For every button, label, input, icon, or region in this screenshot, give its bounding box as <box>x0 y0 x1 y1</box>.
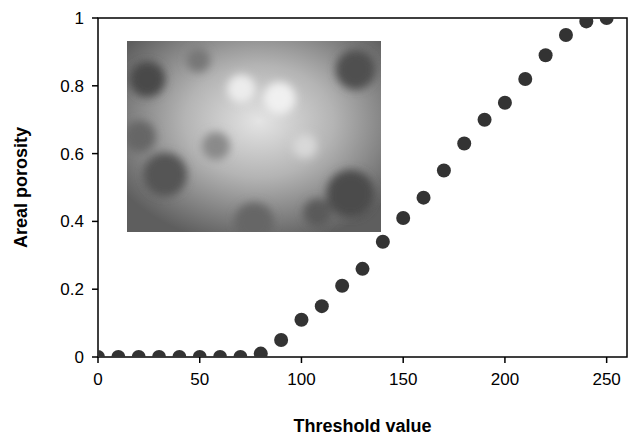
x-tick <box>97 357 99 363</box>
point <box>356 262 370 276</box>
x-tick <box>402 357 404 363</box>
point <box>172 350 186 357</box>
y-tick <box>92 288 98 290</box>
x-tick <box>301 357 303 363</box>
point <box>335 279 349 293</box>
point <box>152 350 166 357</box>
point <box>518 72 532 86</box>
x-tick <box>504 357 506 363</box>
point <box>396 211 410 225</box>
x-axis-title: Threshold value <box>293 416 431 436</box>
inset-image <box>124 41 381 242</box>
y-tick <box>92 356 98 358</box>
point <box>376 235 390 249</box>
point <box>294 313 308 327</box>
point <box>579 18 593 28</box>
point <box>600 18 614 25</box>
x-tick-label: 50 <box>190 370 209 389</box>
inset-texture <box>127 48 376 232</box>
y-tick-label: 0.6 <box>60 145 84 164</box>
y-tick-label: 0.8 <box>60 77 84 96</box>
point <box>274 333 288 347</box>
point <box>457 136 471 150</box>
point <box>417 191 431 205</box>
point <box>539 48 553 62</box>
y-tick <box>92 85 98 87</box>
y-tick <box>92 153 98 155</box>
point <box>498 96 512 110</box>
x-tick-label: 0 <box>93 370 102 389</box>
chart: 0 0.2 0.4 0.6 0.8 1 0 50 100 150 200 250 Threshold v… <box>0 0 631 442</box>
points <box>98 18 614 357</box>
inset-blob <box>129 61 165 97</box>
inset-blob <box>227 75 255 103</box>
inset-blob <box>127 121 156 153</box>
point <box>193 350 207 357</box>
y-tick <box>92 17 98 19</box>
y-tick-label: 0.2 <box>60 280 84 299</box>
inset-blob <box>336 50 376 90</box>
y-tick <box>92 221 98 223</box>
x-tick <box>199 357 201 363</box>
point <box>98 350 105 357</box>
point <box>111 350 125 357</box>
point <box>437 164 451 178</box>
point <box>213 350 227 357</box>
y-axis-title: Areal porosity <box>11 127 31 248</box>
x-tick-label: 100 <box>287 370 315 389</box>
inset-blob <box>186 48 210 72</box>
inset-blob <box>234 202 274 232</box>
inset-blob <box>293 134 317 158</box>
point <box>254 347 268 357</box>
y-tick-label: 1 <box>75 9 84 28</box>
point <box>132 350 146 357</box>
x-tick <box>606 357 608 363</box>
y-tick-label: 0.4 <box>60 212 84 231</box>
point <box>233 350 247 357</box>
point <box>315 299 329 313</box>
inset-blob <box>143 153 187 197</box>
x-tick-label: 250 <box>592 370 620 389</box>
point <box>478 113 492 127</box>
x-tick-label: 200 <box>491 370 519 389</box>
y-tick-label: 0 <box>75 348 84 367</box>
inset-blob <box>304 199 332 227</box>
inset-blob <box>263 82 295 114</box>
x-tick-label: 150 <box>389 370 417 389</box>
plot-frame <box>98 18 627 357</box>
inset-blob <box>202 132 230 160</box>
inset-blob <box>327 170 375 218</box>
point <box>559 28 573 42</box>
